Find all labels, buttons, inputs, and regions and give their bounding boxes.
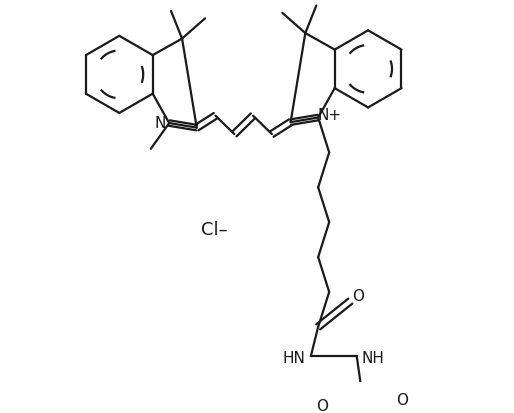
Text: N: N (154, 116, 166, 131)
Text: N+: N+ (317, 108, 341, 123)
Text: O: O (352, 289, 363, 304)
Text: HN: HN (283, 351, 306, 366)
Text: O: O (316, 399, 328, 413)
Text: NH: NH (362, 351, 384, 366)
Text: O: O (396, 393, 408, 408)
Text: Cl–: Cl– (200, 221, 227, 240)
